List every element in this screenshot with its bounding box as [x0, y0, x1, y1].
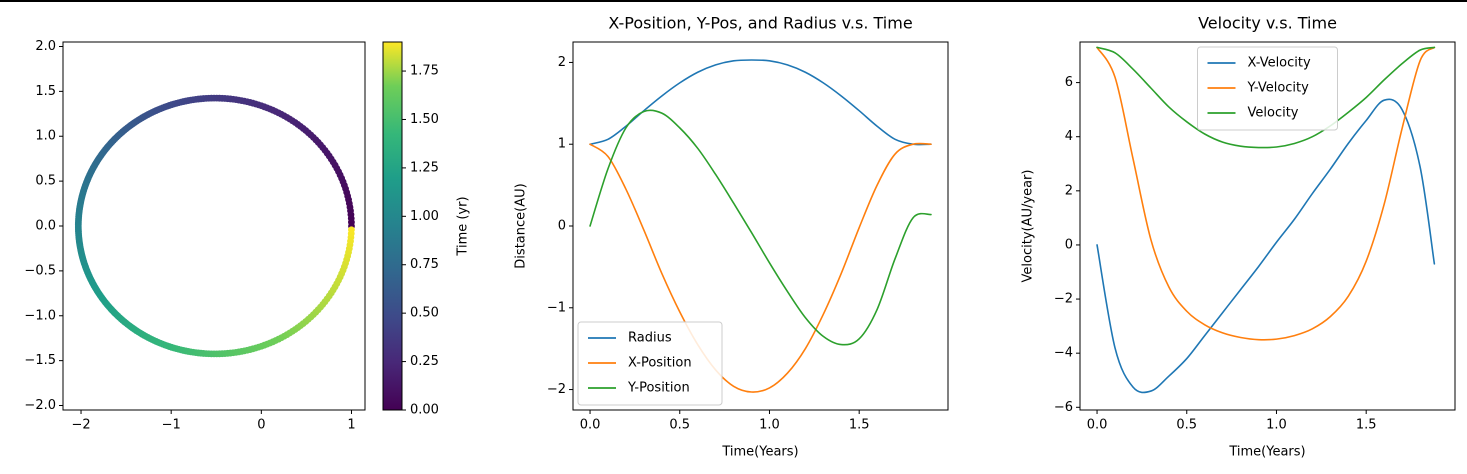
x-axis-label-1: Time(Years) — [721, 445, 798, 460]
legend-label-2-0: X-Velocity — [1248, 56, 1311, 71]
y-tick-label-2-3: 0 — [1065, 237, 1073, 252]
colorbar-gradient — [383, 42, 402, 410]
x-tick-label-2-3: 1.5 — [1356, 418, 1377, 433]
y-tick-label-2-0: −6 — [1054, 400, 1073, 415]
y-tick-label-1-2: 0 — [558, 219, 566, 234]
y-tick-label-1-4: 2 — [558, 55, 566, 70]
series-group-2 — [1096, 46, 1436, 394]
colorbar-tick-label-2: 0.50 — [410, 306, 439, 321]
colorbar-label: Time (yr) — [456, 196, 471, 256]
x-tick-label-1-3: 1.5 — [849, 418, 870, 433]
x-axis-label-2: Time(Years) — [1228, 445, 1305, 460]
x-tick-label-0-3: 1 — [347, 418, 355, 433]
top-border — [0, 0, 1467, 2]
series-group-1 — [589, 59, 932, 393]
legend-label-1-0: Radius — [628, 331, 672, 346]
legend-box-2 — [1197, 46, 1338, 131]
legend-box-1 — [577, 321, 723, 406]
series-line-y-velocity — [1096, 46, 1436, 341]
y-axis-label-1: Distance(AU) — [514, 183, 529, 268]
legend-label-2-2: Velocity — [1248, 106, 1299, 121]
colorbar-tick-label-0: 0.00 — [410, 403, 439, 418]
x-tick-label-1-0: 0.0 — [580, 418, 601, 433]
axes-frame-2 — [1079, 41, 1456, 411]
y-axis-label-2: Velocity(AU/year) — [1021, 170, 1036, 283]
y-tick-label-2-5: 4 — [1065, 129, 1073, 144]
y-tick-label-0-7: 1.5 — [35, 84, 56, 99]
y-tick-label-2-6: 6 — [1065, 75, 1073, 90]
y-tick-label-2-1: −4 — [1054, 346, 1073, 361]
y-tick-label-0-4: 0.0 — [35, 219, 56, 234]
x-tick-label-2-1: 0.5 — [1176, 418, 1197, 433]
x-tick-label-0-2: 0 — [257, 418, 265, 433]
orbit-point — [348, 226, 355, 234]
x-tick-label-1-2: 1.0 — [759, 418, 780, 433]
y-tick-label-1-3: 1 — [558, 137, 566, 152]
chart-title-2: Velocity v.s. Time — [1198, 14, 1337, 33]
legend-label-1-1: X-Position — [628, 356, 692, 371]
x-tick-label-0-0: −2 — [71, 418, 90, 433]
y-tick-label-0-5: 0.5 — [35, 174, 56, 189]
legend-label-1-2: Y-Position — [627, 381, 690, 396]
series-line-velocity — [1096, 46, 1436, 149]
series-line-x-position — [589, 142, 932, 393]
x-tick-label-0-1: −1 — [162, 418, 181, 433]
y-tick-label-0-0: −2.0 — [24, 398, 56, 413]
y-tick-label-0-8: 2.0 — [35, 39, 56, 54]
colorbar-tick-label-4: 1.00 — [410, 209, 439, 224]
y-tick-label-1-0: −2 — [547, 382, 566, 397]
y-tick-label-0-2: −1.0 — [24, 308, 56, 323]
legend-label-2-1: Y-Velocity — [1247, 81, 1310, 96]
chart-title-1: X-Position, Y-Pos, and Radius v.s. Time — [608, 14, 912, 33]
x-tick-label-2-0: 0.0 — [1087, 418, 1108, 433]
colorbar-tick-label-3: 0.75 — [410, 257, 439, 272]
series-line-x-velocity — [1096, 98, 1436, 394]
colorbar-tick-label-1: 0.25 — [410, 354, 439, 369]
orbit-points — [74, 94, 355, 358]
y-tick-label-0-1: −1.5 — [24, 353, 56, 368]
series-line-y-position — [589, 109, 932, 346]
colorbar-tick-label-5: 1.25 — [410, 160, 439, 175]
colorbar-tick-label-7: 1.75 — [410, 64, 439, 79]
x-tick-label-2-2: 1.0 — [1266, 418, 1287, 433]
y-tick-label-1-1: −1 — [547, 300, 566, 315]
colorbar-frame — [382, 41, 403, 411]
axes-frame-0 — [62, 41, 366, 411]
series-line-radius — [589, 59, 932, 146]
y-tick-label-2-4: 2 — [1065, 183, 1073, 198]
y-tick-label-2-2: −2 — [1054, 292, 1073, 307]
x-tick-label-1-1: 0.5 — [669, 418, 690, 433]
y-tick-label-0-3: −0.5 — [24, 263, 56, 278]
y-tick-label-0-6: 1.0 — [35, 129, 56, 144]
axes-frame-1 — [572, 41, 949, 411]
colorbar-tick-label-6: 1.50 — [410, 112, 439, 127]
